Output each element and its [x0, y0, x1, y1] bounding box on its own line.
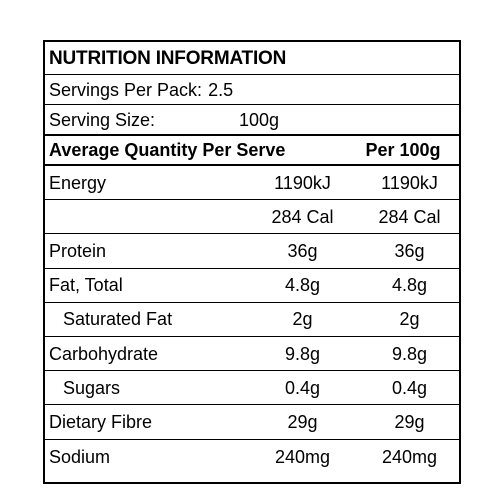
column-header-row: Average Quantity Per Serve Per 100g — [45, 134, 459, 166]
panel-title: NUTRITION INFORMATION — [45, 42, 459, 75]
serving-size-value: 100g — [239, 109, 280, 130]
per-serve-value: 1190kJ — [274, 172, 331, 193]
per-100g-value: 2g — [399, 309, 420, 330]
servings-value: 2.5 — [208, 79, 234, 100]
nutrition-panel: NUTRITION INFORMATION Servings Per Pack:… — [43, 40, 461, 484]
servings-label: Servings Per Pack: — [49, 79, 203, 100]
table-row: Protein 36g 36g — [45, 234, 459, 269]
table-row: Energy 1190kJ 1190kJ — [45, 166, 459, 201]
serving-size-label: Serving Size: — [49, 109, 156, 130]
per-serve-value: 36g — [287, 240, 318, 261]
nutrient-name: Dietary Fibre — [49, 411, 153, 432]
per-100g-value: 0.4g — [391, 377, 428, 398]
nutrient-name: Energy — [49, 172, 107, 193]
per-serve-value: 9.8g — [284, 343, 321, 364]
per-100g-value: 29g — [394, 411, 425, 432]
table-row: Carbohydrate 9.8g 9.8g — [45, 337, 459, 372]
nutrient-name: Sodium — [49, 446, 111, 467]
per-100g-value: 240mg — [381, 446, 438, 467]
per-100g-value: 4.8g — [391, 275, 428, 296]
nutrient-name: Saturated Fat — [63, 309, 173, 330]
table-row: Fat, Total 4.8g 4.8g — [45, 269, 459, 303]
table-row: Sugars 0.4g 0.4g — [45, 371, 459, 406]
per-serve-value: 2g — [292, 309, 313, 330]
header-per-100g: Per 100g — [365, 140, 441, 160]
table-row: Dietary Fibre 29g 29g — [45, 405, 459, 440]
nutrient-name: Fat, Total — [49, 275, 123, 296]
nutrient-name: Carbohydrate — [49, 343, 159, 364]
table-row: Saturated Fat 2g 2g — [45, 303, 459, 337]
serving-size-row: Serving Size: 100g — [45, 105, 459, 135]
nutrient-name: Sugars — [63, 377, 121, 398]
nutrient-name: Protein — [49, 240, 107, 261]
per-100g-value: 9.8g — [391, 343, 428, 364]
per-serve-value: 284 Cal — [271, 206, 334, 227]
panel-title-text: NUTRITION INFORMATION — [49, 47, 287, 69]
per-serve-value: 240mg — [274, 446, 331, 467]
per-serve-value: 29g — [287, 411, 318, 432]
servings-row: Servings Per Pack: 2.5 — [45, 75, 459, 105]
per-serve-value: 4.8g — [284, 275, 321, 296]
table-row: 284 Cal 284 Cal — [45, 200, 459, 235]
table-row: Sodium 240mg 240mg — [45, 440, 459, 474]
header-per-serve: Average Quantity Per Serve — [49, 140, 286, 160]
per-100g-value: 1190kJ — [381, 172, 438, 193]
per-serve-value: 0.4g — [284, 377, 321, 398]
per-100g-value: 36g — [394, 240, 425, 261]
per-100g-value: 284 Cal — [378, 206, 441, 227]
